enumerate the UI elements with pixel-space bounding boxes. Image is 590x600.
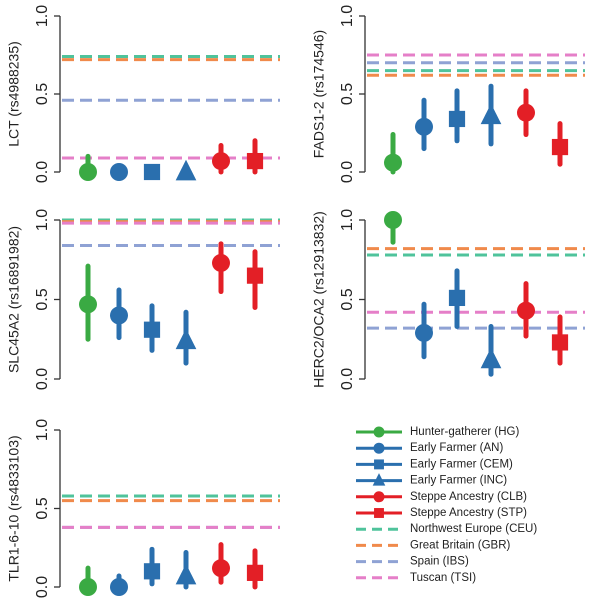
y-tick-label: 0.5 bbox=[34, 83, 51, 105]
y-tick-label: 1.0 bbox=[34, 5, 51, 27]
legend-item: Northwest Europe (CEU) bbox=[356, 523, 537, 535]
chart-panel-5: 0.0 0.5 1.0 TLR1-6-10 (rs4833103) bbox=[6, 419, 280, 598]
data-point bbox=[384, 153, 402, 172]
chart-panel-3: 0.0 0.5 1.0 SLC45A2 (rs16891982) bbox=[6, 209, 280, 390]
legend-marker bbox=[373, 442, 385, 454]
y-axis-label: SLC45A2 (rs16891982) bbox=[6, 226, 22, 373]
y-tick-label: 0.0 bbox=[34, 368, 51, 390]
legend-marker bbox=[374, 508, 384, 518]
y-axis-label: HERC2/OCA2 (rs12913832) bbox=[311, 211, 327, 388]
data-point bbox=[517, 301, 535, 320]
legend-item: Tuscan (TSI) bbox=[356, 572, 476, 584]
data-point bbox=[551, 138, 569, 156]
legend-item: Early Farmer (CEM) bbox=[356, 458, 513, 470]
y-tick-label: 0.0 bbox=[339, 368, 356, 390]
data-point bbox=[246, 267, 264, 284]
data-point bbox=[79, 578, 97, 596]
y-axis-label: TLR1-6-10 (rs4833103) bbox=[6, 435, 22, 581]
legend-item: Early Farmer (AN) bbox=[356, 442, 503, 454]
y-tick-label: 0.0 bbox=[34, 576, 51, 598]
legend-label: Early Farmer (CEM) bbox=[410, 458, 513, 470]
legend-label: Tuscan (TSI) bbox=[410, 572, 476, 584]
legend-item: Spain (IBS) bbox=[356, 556, 469, 568]
data-point bbox=[212, 559, 230, 578]
y-tick-label: 1.0 bbox=[339, 209, 356, 231]
legend-item: Great Britain (GBR) bbox=[356, 539, 510, 551]
data-point bbox=[448, 289, 466, 307]
legend-label: Steppe Ancestry (CLB) bbox=[410, 491, 527, 503]
legend-marker bbox=[373, 426, 385, 438]
y-tick-label: 0.0 bbox=[34, 161, 51, 183]
y-tick-label: 0.0 bbox=[339, 161, 356, 183]
y-tick-label: 1.0 bbox=[339, 5, 356, 27]
y-tick-label: 0.5 bbox=[339, 83, 356, 105]
legend-marker bbox=[373, 491, 385, 503]
legend-item: Hunter-gatherer (HG) bbox=[356, 426, 519, 438]
data-point bbox=[480, 103, 502, 125]
data-point bbox=[517, 103, 535, 122]
data-point bbox=[246, 564, 264, 581]
data-point bbox=[415, 117, 433, 136]
data-point bbox=[110, 306, 128, 325]
legend-label: Steppe Ancestry (STP) bbox=[410, 507, 527, 519]
legend-label: Early Farmer (INC) bbox=[410, 475, 507, 487]
data-point bbox=[448, 110, 466, 128]
data-point bbox=[175, 328, 197, 350]
y-axis-label: LCT (rs4988235) bbox=[6, 41, 22, 147]
y-axis-label: FADS1-2 (rs174546) bbox=[311, 30, 327, 158]
data-point bbox=[143, 321, 161, 338]
data-point bbox=[143, 163, 161, 181]
legend-item: Steppe Ancestry (STP) bbox=[356, 507, 527, 519]
data-point bbox=[79, 295, 97, 314]
y-tick-label: 0.5 bbox=[339, 288, 356, 310]
data-point bbox=[110, 163, 128, 181]
legend: Hunter-gatherer (HG) Early Farmer (AN) Ear… bbox=[356, 426, 537, 584]
data-point bbox=[246, 152, 264, 170]
chart-panel-2: 0.0 0.5 1.0 FADS1-2 (rs174546) bbox=[311, 5, 585, 183]
y-tick-label: 1.0 bbox=[34, 419, 51, 441]
legend-item: Early Farmer (INC) bbox=[356, 473, 507, 487]
data-point bbox=[480, 347, 502, 369]
legend-label: Hunter-gatherer (HG) bbox=[410, 426, 519, 438]
y-tick-label: 0.5 bbox=[34, 497, 51, 519]
chart-panel-4: 0.0 0.5 1.0 HERC2/OCA2 (rs12913832) bbox=[311, 209, 585, 390]
data-point bbox=[175, 563, 197, 585]
legend-label: Spain (IBS) bbox=[410, 556, 469, 568]
data-point bbox=[175, 159, 197, 181]
y-tick-label: 0.5 bbox=[34, 288, 51, 310]
data-point bbox=[143, 563, 161, 580]
data-point bbox=[212, 152, 230, 171]
data-point bbox=[212, 253, 230, 272]
data-point bbox=[551, 334, 569, 351]
data-point bbox=[415, 323, 433, 342]
y-tick-label: 1.0 bbox=[34, 209, 51, 231]
data-point bbox=[79, 163, 97, 181]
chart-panel-1: 0.0 0.5 1.0 LCT (rs4988235) bbox=[6, 5, 280, 183]
data-point bbox=[110, 578, 128, 596]
legend-marker bbox=[374, 459, 384, 470]
legend-label: Early Farmer (AN) bbox=[410, 442, 503, 454]
legend-label: Great Britain (GBR) bbox=[410, 539, 510, 551]
legend-marker bbox=[372, 473, 386, 486]
legend-item: Steppe Ancestry (CLB) bbox=[356, 491, 527, 503]
data-point bbox=[384, 211, 402, 229]
legend-label: Northwest Europe (CEU) bbox=[410, 523, 537, 535]
